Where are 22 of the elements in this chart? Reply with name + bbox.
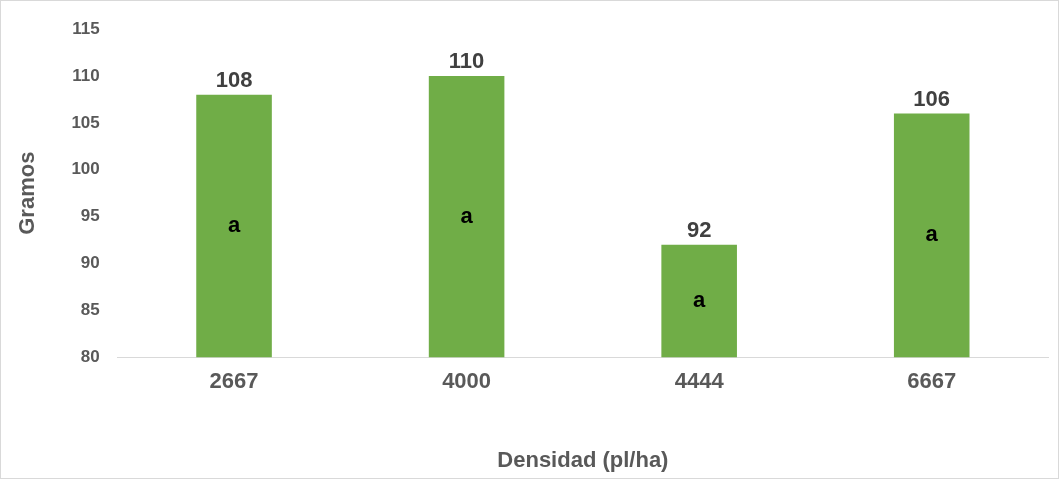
annotation: a: [227, 212, 241, 238]
x-tick-label: 2667: [209, 368, 259, 394]
x-tick-label: 4444: [674, 368, 725, 394]
annotation: a: [460, 202, 474, 228]
annotation: a: [925, 221, 939, 247]
y-tick-label: 100: [71, 159, 100, 179]
y-tick-label: 90: [80, 253, 100, 273]
y-tick-label: 110: [72, 65, 100, 85]
data-label: 108: [215, 66, 253, 92]
y-tick-label: 105: [71, 112, 100, 132]
y-axis-title: Gramos: [14, 151, 40, 235]
annotation: a: [693, 287, 707, 313]
y-tick-label: 95: [80, 206, 100, 226]
data-label: 110: [448, 48, 485, 74]
x-tick-label: 6667: [907, 368, 957, 394]
y-tick-label: 80: [80, 346, 100, 366]
y-tick-label: 85: [80, 300, 100, 320]
x-axis-title: Densidad (pl/ha): [497, 446, 669, 472]
data-label: 106: [913, 85, 951, 111]
y-tick-label: 115: [72, 18, 100, 38]
x-tick-label: 4000: [442, 368, 492, 394]
data-label: 92: [686, 216, 712, 242]
